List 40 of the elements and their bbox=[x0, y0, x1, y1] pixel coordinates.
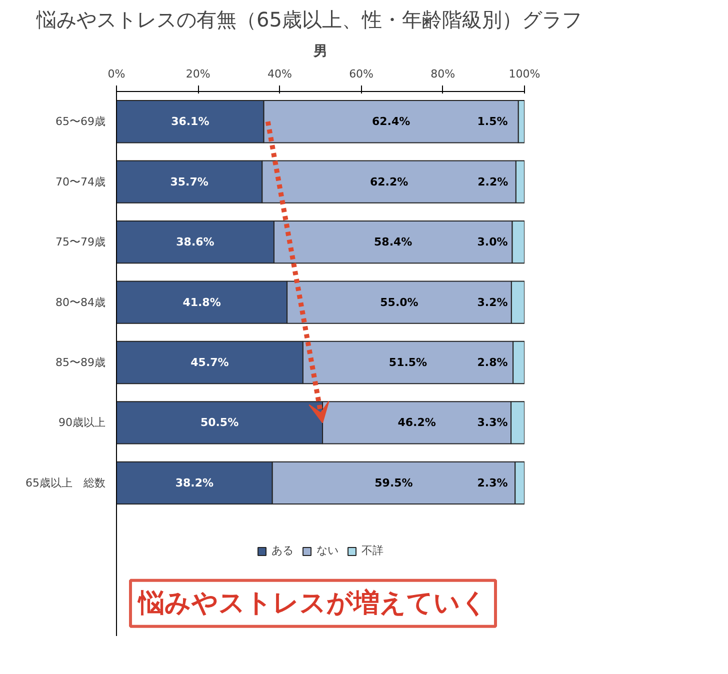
data-label: 50.5% bbox=[200, 416, 239, 430]
data-label: 2.8% bbox=[477, 356, 508, 369]
y-tick-label: 75〜79歳 bbox=[56, 236, 106, 249]
legend-label: ない bbox=[316, 543, 338, 558]
data-label: 38.2% bbox=[175, 476, 214, 490]
legend-label: 不詳 bbox=[362, 543, 384, 558]
data-label: 3.3% bbox=[477, 416, 508, 430]
data-label: 46.2% bbox=[398, 416, 436, 430]
data-label: 2.3% bbox=[477, 476, 508, 490]
legend-label: ある bbox=[272, 543, 294, 558]
data-label: 38.6% bbox=[176, 236, 214, 249]
data-label: 1.5% bbox=[477, 115, 508, 128]
y-tick-label: 65〜69歳 bbox=[56, 115, 106, 128]
chart-title: 悩みやストレスの有無（65歳以上、性・年齢階級別）グラフ bbox=[36, 8, 582, 32]
data-label: 35.7% bbox=[170, 175, 208, 188]
data-label: 45.7% bbox=[190, 356, 229, 369]
x-tick-label: 60% bbox=[349, 68, 374, 80]
x-tick-label: 0% bbox=[108, 68, 126, 80]
x-tick-label: 40% bbox=[267, 68, 292, 80]
x-tick-label: 80% bbox=[430, 68, 456, 80]
y-tick-label: 80〜84歳 bbox=[56, 296, 106, 309]
data-label: 3.2% bbox=[477, 296, 508, 309]
data-label: 62.2% bbox=[370, 175, 408, 188]
y-tick-label: 90歳以上 bbox=[58, 416, 106, 430]
text: 悩みやストレスが増えていく bbox=[136, 587, 488, 618]
data-label: 51.5% bbox=[388, 356, 428, 369]
data-label: 2.2% bbox=[478, 175, 508, 188]
x-tick-label: 20% bbox=[186, 68, 210, 80]
data-label: 3.0% bbox=[477, 236, 508, 249]
chart-subtitle: 男 bbox=[312, 44, 328, 60]
y-tick-label: 70〜74歳 bbox=[56, 175, 106, 188]
data-label: 62.4% bbox=[372, 115, 410, 128]
data-label: 41.8% bbox=[182, 296, 221, 309]
data-label: 58.4% bbox=[374, 236, 412, 249]
data-label: 55.0% bbox=[380, 296, 418, 309]
data-label: 36.1% bbox=[171, 115, 210, 128]
y-tick-label: 65歳以上 総数 bbox=[26, 476, 106, 490]
x-tick-label: 100% bbox=[508, 68, 540, 80]
data-label: 59.5% bbox=[374, 476, 413, 490]
y-tick-label: 85〜89歳 bbox=[56, 356, 106, 369]
